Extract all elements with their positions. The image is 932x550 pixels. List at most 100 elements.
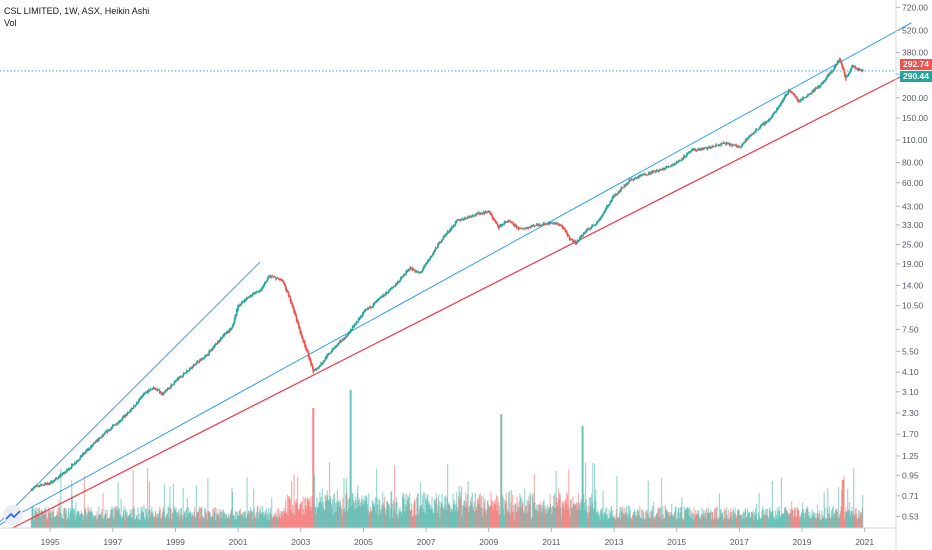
volume-bar — [606, 507, 608, 528]
volume-bar — [706, 513, 708, 528]
candle-body — [433, 249, 436, 253]
volume-bar — [212, 508, 214, 528]
volume-bar — [753, 519, 755, 528]
volume-bar — [821, 510, 823, 528]
volume-bar — [709, 512, 711, 528]
candle-body — [669, 166, 671, 168]
volume-bar — [595, 512, 598, 528]
candle-body — [378, 297, 381, 299]
volume-bar — [124, 510, 126, 528]
candle-body — [503, 221, 505, 225]
volume-bar — [801, 511, 803, 528]
candle-body — [748, 135, 751, 138]
volume-bar — [357, 484, 359, 528]
volume-bar — [569, 516, 571, 528]
volume-bar — [148, 481, 151, 528]
candle-body — [824, 79, 827, 81]
volume-bar — [290, 481, 293, 528]
volume-bar — [89, 511, 91, 528]
volume-bar — [201, 508, 203, 528]
time-axis[interactable]: 1995 1997 1999 2001 2003 2005 2007 2009 2011 2013… — [0, 527, 896, 547]
volume-bar — [503, 515, 505, 528]
candle-body — [786, 93, 788, 96]
volume-bar — [502, 508, 504, 528]
volume-bar — [462, 505, 464, 528]
candle-body — [179, 377, 181, 378]
volume-bar — [842, 480, 845, 528]
volume-bar — [745, 517, 748, 528]
volume-bar — [277, 508, 279, 528]
candle-body — [175, 380, 178, 382]
volume-bar — [575, 503, 578, 528]
candle-body — [607, 206, 609, 207]
volume-bar — [583, 502, 586, 528]
volume-bar — [434, 499, 436, 528]
volume-bar — [491, 499, 493, 528]
volume-bar — [763, 515, 765, 528]
volume-bar — [716, 506, 718, 528]
volume-bar — [823, 492, 825, 528]
volume-bar — [620, 506, 622, 528]
volume-bar — [836, 511, 839, 528]
volume-bar — [492, 510, 495, 528]
volume-bar — [565, 503, 567, 528]
volume-bar — [383, 496, 385, 528]
candle-body — [105, 431, 107, 433]
candle-body — [268, 276, 271, 278]
volume-bar — [159, 508, 161, 528]
candle-body — [330, 352, 332, 354]
candle-body — [163, 392, 165, 395]
candle-body — [779, 104, 781, 107]
candle-body — [599, 217, 602, 220]
candle-body — [221, 337, 224, 339]
volume-bar — [654, 519, 656, 528]
volume-bar — [796, 506, 798, 528]
volume-bar — [739, 515, 742, 528]
volume-bar — [529, 492, 531, 528]
volume-bar — [433, 499, 435, 528]
volume-bar — [682, 517, 684, 528]
volume-bar — [173, 506, 175, 528]
volume-bar — [482, 495, 484, 528]
candle-body — [487, 211, 490, 213]
volume-bar — [166, 515, 168, 528]
trendline-blue-0[interactable] — [0, 261, 261, 528]
candle-body — [338, 341, 340, 344]
volume-bar — [424, 492, 426, 528]
volume-bar — [592, 509, 595, 528]
volume-bar — [555, 470, 557, 528]
price-axis[interactable]: 720.00520.00380.00280.00200.00150.00110.… — [895, 0, 928, 550]
candle-body — [361, 315, 363, 317]
volume-bar — [116, 510, 119, 528]
volume-bar — [79, 513, 81, 528]
candle-body — [170, 384, 172, 388]
volume-bar — [447, 464, 449, 528]
candle-body — [220, 339, 222, 340]
volume-bar — [189, 511, 191, 528]
volume-bar — [80, 510, 82, 528]
candle-body — [445, 233, 448, 235]
candle-body — [845, 74, 847, 81]
candle-body — [787, 89, 790, 94]
volume-bar — [222, 509, 225, 528]
volume-bar — [845, 506, 847, 528]
volume-bar — [317, 507, 319, 528]
tradingview-logo-icon[interactable] — [3, 505, 23, 525]
candle-body — [195, 363, 198, 365]
candle-body — [46, 484, 48, 485]
volume-bar — [125, 514, 128, 528]
volume-bar — [795, 516, 798, 528]
volume-bar — [682, 519, 684, 528]
volume-bar — [87, 511, 90, 528]
candle-body — [232, 324, 234, 327]
volume-bar — [678, 518, 681, 528]
volume-bar — [735, 518, 737, 528]
candle-body — [831, 70, 834, 72]
volume-bar — [695, 509, 697, 528]
trendline-red-2[interactable] — [12, 70, 912, 529]
volume-bar — [336, 501, 338, 528]
trendline-blue-1[interactable] — [0, 22, 912, 528]
volume-bar — [704, 512, 706, 528]
candle-body — [198, 361, 200, 363]
